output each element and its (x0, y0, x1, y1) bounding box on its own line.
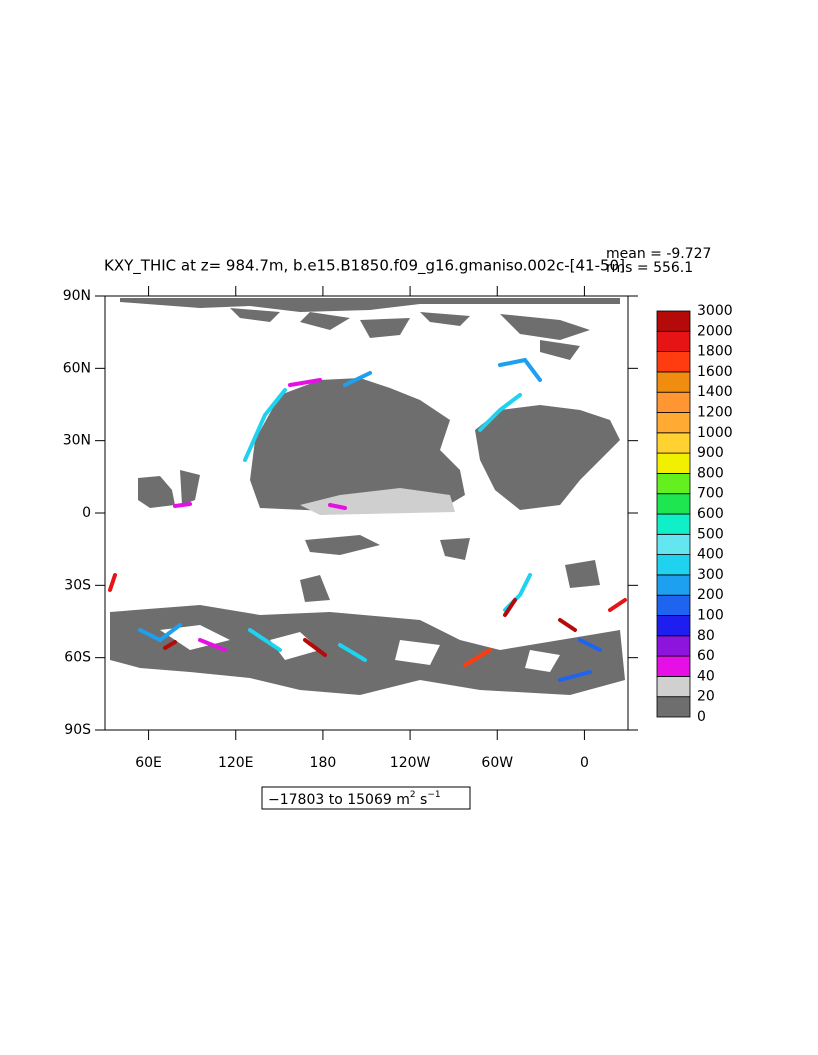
colorbar-box (656, 676, 691, 698)
colorbar-box (656, 330, 691, 352)
colorbar-label: 3000 (697, 303, 733, 319)
colorbar-label: 2000 (697, 323, 733, 339)
chart-title: KXY_THIC at z= 984.7m, b.e15.B1850.f09_g… (104, 257, 625, 276)
colorbar-label: 0 (697, 709, 706, 725)
y-tick-label: 60N (63, 360, 91, 376)
colorbar-label: 1200 (697, 405, 733, 421)
y-tick-label: 30S (64, 577, 91, 593)
colorbar-box (656, 493, 691, 515)
colorbar-box (656, 655, 691, 677)
north-atlantic-field (475, 405, 620, 510)
range-box (261, 786, 471, 810)
x-tick-label: 0 (580, 755, 589, 771)
range-sup: −1 (427, 790, 440, 800)
range-sup: 2 (410, 790, 416, 800)
colorbar-label: 500 (697, 526, 724, 542)
y-tick-label: 30N (63, 433, 91, 449)
x-tick-label: 180 (310, 755, 337, 771)
colorbar-box (656, 412, 691, 434)
colorbar-label: 80 (697, 628, 715, 644)
y-tick-label: 60S (64, 650, 91, 666)
y-tick-label: 0 (82, 505, 91, 521)
x-tick-label: 60W (481, 755, 513, 771)
colorbar-box (656, 615, 691, 637)
colorbar-label: 400 (697, 547, 724, 563)
colorbar-box (656, 635, 691, 657)
colorbar-label: 200 (697, 587, 724, 603)
colorbar-label: 100 (697, 608, 724, 624)
y-tick-label: 90S (64, 722, 91, 738)
x-tick-label: 120E (218, 755, 254, 771)
north-pacific-field (250, 378, 465, 512)
colorbar-box (656, 554, 691, 576)
y-tick-label: 90N (63, 288, 91, 304)
colorbar-label: 800 (697, 465, 724, 481)
colorbar-label: 60 (697, 648, 715, 664)
colorbar-box (656, 452, 691, 474)
colorbar-box (656, 533, 691, 555)
indian-field (138, 470, 200, 508)
x-tick-label: 60E (135, 755, 162, 771)
southern-ocean-field (110, 605, 625, 695)
colorbar-label: 300 (697, 567, 724, 583)
southern-gaps (160, 625, 560, 672)
colorbar-box (656, 310, 691, 332)
colorbar-label: 1600 (697, 364, 733, 380)
range-text: s (416, 792, 428, 808)
colorbar-box (656, 574, 691, 596)
colorbar-label: 40 (697, 668, 715, 684)
colorbar-box (656, 391, 691, 413)
colorbar-box (656, 371, 691, 393)
colorbar-label: 20 (697, 689, 715, 705)
streaks (108, 357, 627, 682)
colorbar-label: 1400 (697, 384, 733, 400)
range-text: −17803 to 15069 m (268, 792, 410, 808)
mean-label: mean = -9.727 (606, 246, 711, 262)
arctic-field (120, 298, 620, 360)
field (108, 298, 627, 695)
rms-label: rms = 556.1 (606, 260, 693, 276)
range-label: −17803 to 15069 m2 s−1 (268, 790, 441, 809)
colorbar-label: 900 (697, 445, 724, 461)
colorbar-label: 700 (697, 486, 724, 502)
colorbar-box (656, 351, 691, 373)
colorbar-box (656, 594, 691, 616)
colorbar-box (656, 696, 691, 718)
colorbar-box (656, 513, 691, 535)
x-tick-label: 120W (390, 755, 431, 771)
colorbar-label: 600 (697, 506, 724, 522)
colorbar-box (656, 472, 691, 495)
south-blobs (300, 535, 600, 602)
colorbar-label: 1800 (697, 344, 733, 360)
colorbar-box (656, 432, 691, 454)
colorbar-label: 1000 (697, 425, 733, 441)
